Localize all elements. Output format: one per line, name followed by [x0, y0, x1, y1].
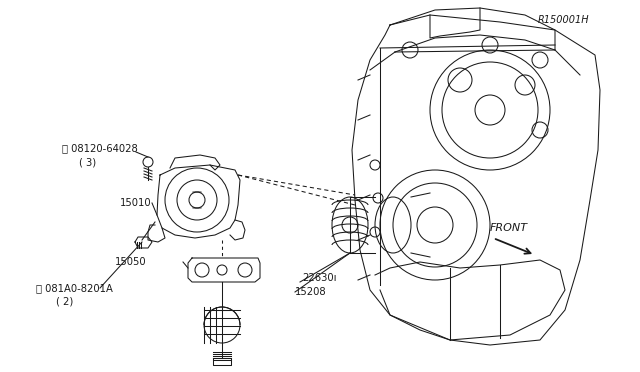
- Text: FRONT: FRONT: [490, 223, 528, 233]
- Text: 15050: 15050: [115, 257, 147, 267]
- Text: Ⓑ 081A0-8201A: Ⓑ 081A0-8201A: [36, 283, 113, 293]
- Text: ( 2): ( 2): [56, 297, 73, 307]
- Text: ( 3): ( 3): [79, 157, 96, 167]
- Text: R150001H: R150001H: [538, 16, 589, 25]
- Text: 15208: 15208: [295, 287, 326, 297]
- Text: 22630ı: 22630ı: [302, 273, 337, 283]
- Text: 15010: 15010: [120, 198, 152, 208]
- Text: Ⓑ 08120-64028: Ⓑ 08120-64028: [62, 143, 138, 153]
